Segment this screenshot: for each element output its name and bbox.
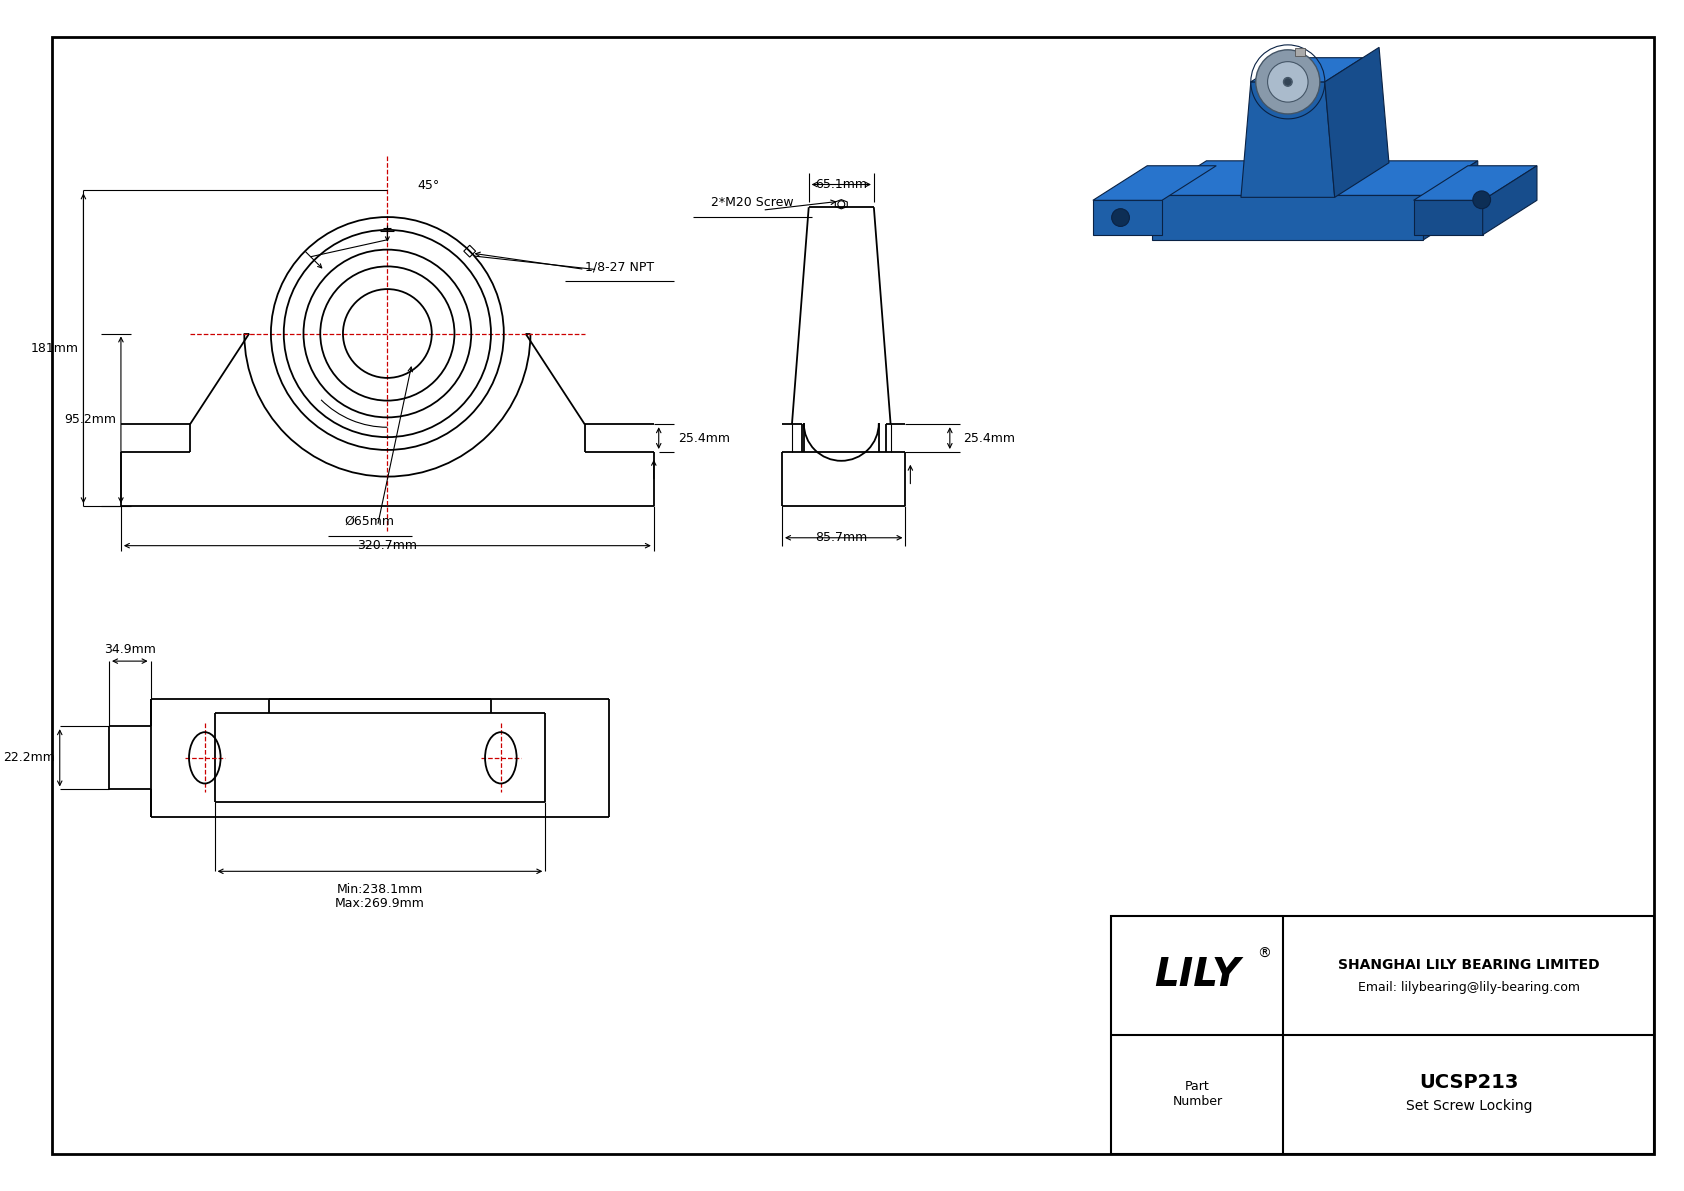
Circle shape xyxy=(1111,208,1130,226)
Polygon shape xyxy=(1241,82,1335,198)
Text: Ø65mm: Ø65mm xyxy=(345,515,394,528)
Polygon shape xyxy=(1152,195,1423,239)
Circle shape xyxy=(1268,62,1308,102)
Text: Max:269.9mm: Max:269.9mm xyxy=(335,897,424,910)
Text: 2*M20 Screw: 2*M20 Screw xyxy=(711,197,793,210)
Text: LILY: LILY xyxy=(1155,956,1241,994)
Text: Email: lilybearing@lily-bearing.com: Email: lilybearing@lily-bearing.com xyxy=(1357,980,1580,993)
Text: 65.1mm: 65.1mm xyxy=(815,177,867,191)
Text: 25.4mm: 25.4mm xyxy=(963,431,1015,444)
Polygon shape xyxy=(1295,48,1305,56)
Polygon shape xyxy=(1251,82,1325,119)
Text: UCSP213: UCSP213 xyxy=(1420,1073,1519,1092)
Polygon shape xyxy=(1325,48,1389,198)
Text: 320.7mm: 320.7mm xyxy=(357,540,418,553)
Polygon shape xyxy=(1093,166,1216,200)
Text: Min:238.1mm: Min:238.1mm xyxy=(337,884,423,896)
Bar xyxy=(1111,916,1654,1154)
Text: 95.2mm: 95.2mm xyxy=(64,413,116,426)
Polygon shape xyxy=(1251,57,1362,82)
Polygon shape xyxy=(1152,161,1479,195)
Circle shape xyxy=(1474,191,1490,208)
Text: ®: ® xyxy=(1256,947,1270,960)
Text: 25.4mm: 25.4mm xyxy=(679,431,731,444)
Polygon shape xyxy=(1093,200,1162,235)
Text: 34.9mm: 34.9mm xyxy=(104,643,155,656)
Text: SHANGHAI LILY BEARING LIMITED: SHANGHAI LILY BEARING LIMITED xyxy=(1339,959,1600,972)
Circle shape xyxy=(1283,77,1292,86)
Polygon shape xyxy=(1413,200,1482,235)
Circle shape xyxy=(1256,50,1320,114)
Text: 45°: 45° xyxy=(418,179,440,192)
Text: 1/8-27 NPT: 1/8-27 NPT xyxy=(584,261,653,273)
Text: 181mm: 181mm xyxy=(30,342,79,355)
Circle shape xyxy=(1285,79,1292,86)
Polygon shape xyxy=(1423,161,1479,239)
Text: 22.2mm: 22.2mm xyxy=(3,752,56,765)
Text: 85.7mm: 85.7mm xyxy=(815,531,867,544)
Text: Set Screw Locking: Set Screw Locking xyxy=(1406,1099,1532,1112)
Text: Part
Number: Part Number xyxy=(1172,1080,1223,1108)
Polygon shape xyxy=(1413,166,1537,200)
Polygon shape xyxy=(1482,166,1537,235)
